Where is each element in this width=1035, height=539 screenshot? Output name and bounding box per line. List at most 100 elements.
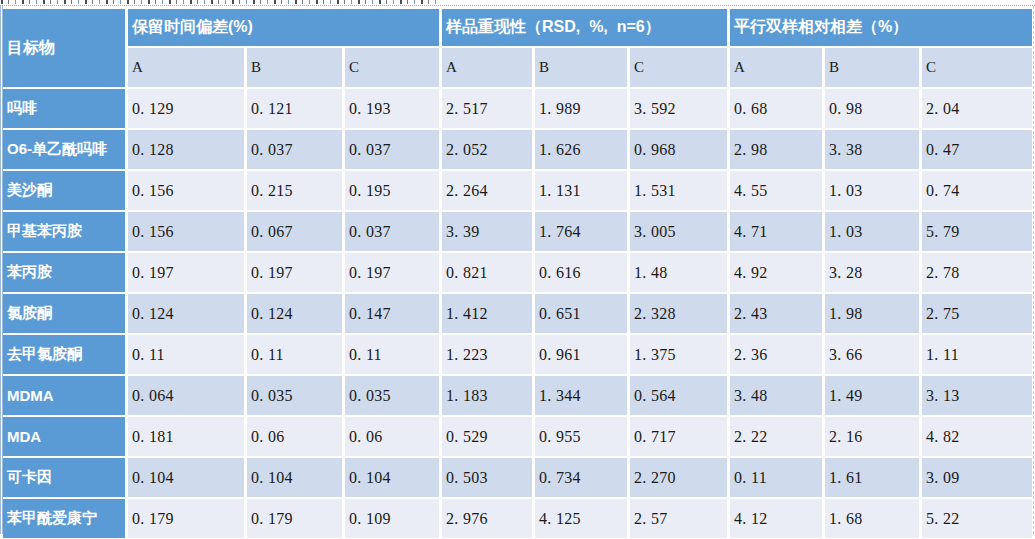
value-cell: 0. 215 (247, 171, 342, 210)
row-label-analyte: 苯甲酰爱康宁 (3, 499, 125, 538)
value-cell: 0. 06 (345, 417, 439, 456)
value-cell: 2. 78 (922, 253, 1032, 292)
value-cell: 1. 626 (535, 130, 627, 169)
value-cell: 0. 616 (535, 253, 627, 292)
table-row: 苯丙胺 0. 1970. 1970. 1970. 8210. 6161. 484… (3, 253, 1032, 292)
subheader-cell: B (825, 48, 919, 87)
table-row: 氯胺酮 0. 1240. 1240. 1471. 4120. 6512. 328… (3, 294, 1032, 333)
value-cell: 0. 06 (247, 417, 342, 456)
value-cell: 3. 005 (630, 212, 727, 251)
value-cell: 0. 037 (345, 130, 439, 169)
table-row: 美沙酮 0. 1560. 2150. 1952. 2641. 1311. 531… (3, 171, 1032, 210)
value-cell: 3. 48 (730, 376, 822, 415)
corner-header-target-analyte: 目标物 (3, 9, 125, 87)
value-cell: 0. 74 (922, 171, 1032, 210)
value-cell: 4. 12 (730, 499, 822, 538)
value-cell: 1. 223 (442, 335, 532, 374)
subheader-cell: C (345, 48, 439, 87)
value-cell: 1. 49 (825, 376, 919, 415)
row-label-analyte: 可卡因 (3, 458, 125, 497)
table-row: 苯甲酰爱康宁 0. 1790. 1790. 1092. 9764. 1252. … (3, 499, 1032, 538)
value-cell: 0. 104 (128, 458, 244, 497)
value-cell: 2. 75 (922, 294, 1032, 333)
subheader-cell: A (730, 48, 822, 87)
value-cell: 0. 961 (535, 335, 627, 374)
value-cell: 0. 197 (345, 253, 439, 292)
document-page: 目标物 保留时间偏差(%) 样品重现性（RSD, %, n=6） 平行双样相对相… (0, 0, 1035, 539)
value-cell: 4. 55 (730, 171, 822, 210)
group-header-sample-reproducibility: 样品重现性（RSD, %, n=6） (442, 9, 727, 46)
value-cell: 1. 48 (630, 253, 727, 292)
value-cell: 0. 11 (345, 335, 439, 374)
value-cell: 2. 43 (730, 294, 822, 333)
value-cell: 4. 125 (535, 499, 627, 538)
value-cell: 0. 124 (247, 294, 342, 333)
value-cell: 2. 57 (630, 499, 727, 538)
table-top-dotted-border (0, 5, 1035, 6)
row-label-analyte: 吗啡 (3, 89, 125, 128)
value-cell: 4. 82 (922, 417, 1032, 456)
value-cell: 0. 104 (345, 458, 439, 497)
value-cell: 1. 183 (442, 376, 532, 415)
group-header-row: 目标物 保留时间偏差(%) 样品重现性（RSD, %, n=6） 平行双样相对相… (3, 9, 1032, 46)
value-cell: 0. 651 (535, 294, 627, 333)
value-cell: 0. 955 (535, 417, 627, 456)
row-label-analyte: MDA (3, 417, 125, 456)
value-cell: 0. 179 (247, 499, 342, 538)
row-label-analyte: 甲基苯丙胺 (3, 212, 125, 251)
value-cell: 0. 717 (630, 417, 727, 456)
row-label-analyte: 美沙酮 (3, 171, 125, 210)
value-cell: 0. 035 (345, 376, 439, 415)
table-row: 去甲氯胺酮 0. 110. 110. 111. 2230. 9611. 3752… (3, 335, 1032, 374)
value-cell: 0. 035 (247, 376, 342, 415)
value-cell: 0. 181 (128, 417, 244, 456)
value-cell: 1. 131 (535, 171, 627, 210)
value-cell: 3. 592 (630, 89, 727, 128)
subheader-cell: B (247, 48, 342, 87)
value-cell: 2. 052 (442, 130, 532, 169)
value-cell: 2. 36 (730, 335, 822, 374)
row-label-analyte: 去甲氯胺酮 (3, 335, 125, 374)
value-cell: 5. 22 (922, 499, 1032, 538)
value-cell: 3. 66 (825, 335, 919, 374)
value-cell: 2. 264 (442, 171, 532, 210)
value-cell: 0. 128 (128, 130, 244, 169)
value-cell: 0. 067 (247, 212, 342, 251)
value-cell: 1. 344 (535, 376, 627, 415)
value-cell: 3. 09 (922, 458, 1032, 497)
value-cell: 0. 104 (247, 458, 342, 497)
value-cell: 1. 531 (630, 171, 727, 210)
value-cell: 0. 121 (247, 89, 342, 128)
value-cell: 0. 037 (345, 212, 439, 251)
subheader-cell: C (630, 48, 727, 87)
value-cell: 0. 197 (247, 253, 342, 292)
value-cell: 1. 412 (442, 294, 532, 333)
value-cell: 0. 156 (128, 212, 244, 251)
value-cell: 0. 197 (128, 253, 244, 292)
subheader-cell: A (128, 48, 244, 87)
value-cell: 0. 147 (345, 294, 439, 333)
row-label-analyte: 苯丙胺 (3, 253, 125, 292)
value-cell: 4. 71 (730, 212, 822, 251)
value-cell: 1. 68 (825, 499, 919, 538)
table-row: 吗啡 0. 1290. 1210. 1932. 5171. 9893. 5920… (3, 89, 1032, 128)
value-cell: 0. 156 (128, 171, 244, 210)
value-cell: 0. 179 (128, 499, 244, 538)
value-cell: 0. 821 (442, 253, 532, 292)
value-cell: 0. 193 (345, 89, 439, 128)
value-cell: 2. 976 (442, 499, 532, 538)
value-cell: 0. 734 (535, 458, 627, 497)
group-header-retention-time-deviation: 保留时间偏差(%) (128, 9, 439, 46)
value-cell: 2. 270 (630, 458, 727, 497)
value-cell: 0. 109 (345, 499, 439, 538)
value-cell: 3. 28 (825, 253, 919, 292)
value-cell: 4. 92 (730, 253, 822, 292)
value-cell: 1. 989 (535, 89, 627, 128)
group-header-parallel-duplicate-difference: 平行双样相对相差（%） (730, 9, 1032, 46)
value-cell: 2. 98 (730, 130, 822, 169)
value-cell: 0. 129 (128, 89, 244, 128)
value-cell: 1. 03 (825, 212, 919, 251)
value-cell: 2. 328 (630, 294, 727, 333)
table-row: 甲基苯丙胺 0. 1560. 0670. 0373. 391. 7643. 00… (3, 212, 1032, 251)
validation-results-table: 目标物 保留时间偏差(%) 样品重现性（RSD, %, n=6） 平行双样相对相… (0, 7, 1035, 539)
